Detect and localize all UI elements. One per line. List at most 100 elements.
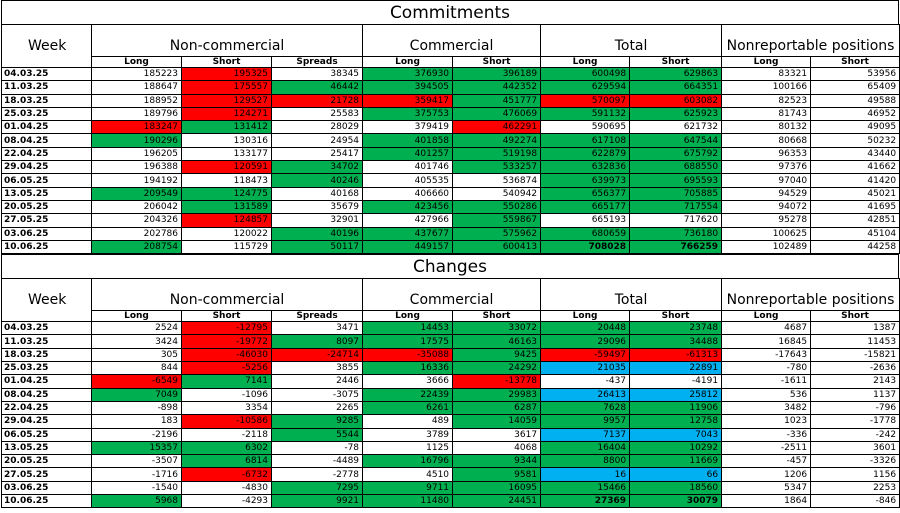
table-cell: 94072	[721, 199, 812, 215]
table-cell: 5968	[91, 494, 182, 509]
table-row: 03.06.25 202786 120022 40196 437677 575962 680…	[1, 226, 900, 241]
table-row: 11.03.25 3424 -19772 8097 17575 46163 29096 344…	[1, 334, 900, 349]
table-cell: 209549	[91, 186, 182, 201]
table-cell: 100166	[721, 80, 812, 95]
table-cell: 1387	[810, 321, 900, 336]
table-cell: 196388	[91, 160, 182, 175]
table-cell: 600413	[452, 239, 542, 255]
table-cell: 46952	[810, 106, 900, 122]
table-cell: 44258	[810, 239, 900, 255]
table-cell: 194192	[91, 173, 182, 188]
week-date: 08.04.25	[1, 387, 92, 402]
column-header: Short	[629, 56, 723, 68]
table-cell: 7049	[91, 387, 182, 402]
table-cell: 80668	[721, 133, 812, 148]
table-row: 18.03.25 188952 129527 21728 359417 451777 570…	[1, 93, 900, 108]
table-cell: 437677	[362, 226, 454, 241]
table-cell: 6302	[181, 440, 272, 456]
table-cell: -2636	[810, 361, 900, 376]
week-date: 11.03.25	[1, 334, 92, 349]
table-cell: -15821	[810, 347, 900, 363]
table-cell: 359417	[362, 93, 454, 108]
table-cell: 16336	[362, 361, 454, 376]
table-cell: -796	[810, 400, 900, 416]
table-row: 08.04.25 190296 130316 24954 401858 492274 617…	[1, 133, 900, 148]
table-cell: 25583	[270, 106, 364, 122]
table-cell: 688550	[629, 160, 723, 175]
table-cell: 6814	[181, 454, 272, 469]
table-cell: 1864	[721, 494, 812, 509]
group-commercial: Commercial	[362, 278, 542, 312]
table-cell: 2253	[810, 480, 900, 496]
table-cell: 14453	[362, 321, 454, 336]
week-date: 04.03.25	[1, 321, 92, 336]
table-cell: 3482	[721, 400, 812, 416]
table-cell: 133177	[181, 146, 272, 162]
table-row: 20.05.25 -3507 6814 -4489 16796 9344 8800 11669…	[1, 454, 900, 469]
table-cell: 38345	[270, 66, 364, 82]
table-cell: 4068	[452, 440, 542, 456]
table-cell: -457	[721, 454, 812, 469]
table-cell: 35679	[270, 199, 364, 215]
table-cell: 50117	[270, 239, 364, 255]
week-header: Week	[1, 278, 92, 323]
table-cell: 24292	[452, 361, 542, 376]
table-cell: 130316	[181, 133, 272, 148]
group-nonreportable: Nonreportable positions	[721, 24, 900, 57]
week-date: 13.05.25	[1, 440, 92, 456]
table-row: 27.05.25 -1716 -6732 -2778 4510 9581 16 66 1206 1…	[1, 467, 900, 482]
table-cell: 40168	[270, 186, 364, 201]
table-cell: 195325	[181, 66, 272, 82]
column-header: Long	[362, 56, 454, 68]
table-cell: 115729	[181, 239, 272, 255]
table-row: 29.04.25 183 -10586 9285 489 14059 9957 12758 10…	[1, 414, 900, 429]
column-header: Short	[452, 310, 542, 323]
table-cell: 629863	[629, 66, 723, 82]
table-cell: -78	[270, 440, 364, 456]
table-row: 06.05.25 194192 118473 40246 405535 536874 639…	[1, 173, 900, 188]
table-cell: 3601	[810, 440, 900, 456]
column-header: Long	[91, 310, 182, 323]
table-cell: 8097	[270, 334, 364, 349]
table-cell: 11906	[629, 400, 723, 416]
table-cell: 190296	[91, 133, 182, 148]
table-row: 01.04.25 -6549 7141 2446 3666 -13778 -437 -4191…	[1, 374, 900, 389]
column-header: Long	[540, 56, 631, 68]
table-cell: 1156	[810, 467, 900, 482]
table-cell: 40246	[270, 173, 364, 188]
table-cell: -61313	[629, 347, 723, 363]
table-cell: 423456	[362, 199, 454, 215]
table-cell: 17575	[362, 334, 454, 349]
table-cell: 639973	[540, 173, 631, 188]
table-cell: 665177	[540, 199, 631, 215]
table-cell: 2265	[270, 400, 364, 416]
table-cell: 442352	[452, 80, 542, 95]
table-row: 03.06.25 -1540 -4830 7295 9711 16095 15466 1856…	[1, 480, 900, 496]
table-row: 04.03.25 2524 -12795 3471 14453 33072 20448 237…	[1, 321, 900, 336]
table-cell: 41420	[810, 173, 900, 188]
table-cell: 20448	[540, 321, 631, 336]
table-cell: 22891	[629, 361, 723, 376]
table-cell: 536874	[452, 173, 542, 188]
table-cell: -1716	[91, 467, 182, 482]
table-row: 10.06.25 5968 -4293 9921 11480 24451 27369 3007…	[1, 494, 900, 509]
table-cell: -5256	[181, 361, 272, 376]
table-cell: -3326	[810, 454, 900, 469]
table-row: 01.04.25 183247 131412 28029 379419 462291 590…	[1, 120, 900, 135]
table-cell: 570097	[540, 93, 631, 108]
table-cell: 16	[540, 467, 631, 482]
column-header: Spreads	[270, 56, 364, 68]
column-header: Long	[721, 56, 812, 68]
column-header: Spreads	[270, 310, 364, 323]
table-cell: -437	[540, 374, 631, 389]
table-cell: 427966	[362, 213, 454, 228]
table-cell: 519198	[452, 146, 542, 162]
table-cell: 533257	[452, 160, 542, 175]
table-cell: 45021	[810, 186, 900, 201]
table-cell: 7043	[629, 427, 723, 442]
table-cell: 196205	[91, 146, 182, 162]
table-cell: 124775	[181, 186, 272, 201]
table-cell: 2446	[270, 374, 364, 389]
table-cell: 2524	[91, 321, 182, 336]
table-cell: 656377	[540, 186, 631, 201]
